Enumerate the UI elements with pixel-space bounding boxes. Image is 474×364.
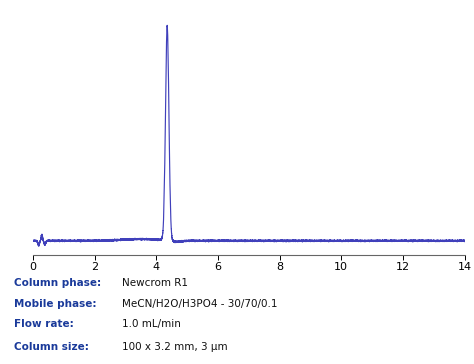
Text: MeCN/H2O/H3PO4 - 30/70/0.1: MeCN/H2O/H3PO4 - 30/70/0.1 bbox=[122, 298, 278, 309]
Text: Newcrom R1: Newcrom R1 bbox=[122, 278, 188, 288]
Text: Mobile phase:: Mobile phase: bbox=[14, 298, 96, 309]
Text: Column size:: Column size: bbox=[14, 342, 89, 352]
Text: Column phase:: Column phase: bbox=[14, 278, 100, 288]
Text: 1.0 mL/min: 1.0 mL/min bbox=[122, 319, 181, 329]
Text: 100 x 3.2 mm, 3 μm: 100 x 3.2 mm, 3 μm bbox=[122, 342, 228, 352]
Text: Flow rate:: Flow rate: bbox=[14, 319, 73, 329]
